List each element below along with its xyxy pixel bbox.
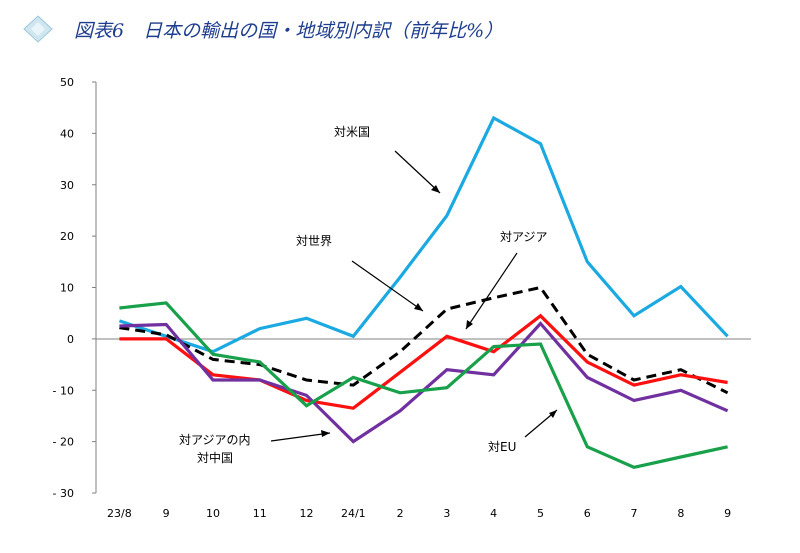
annotation-world-arrow xyxy=(351,260,424,312)
annotation-asia-arrow xyxy=(465,252,518,330)
series-line-3 xyxy=(119,321,729,444)
y-tick-label: - 30 xyxy=(53,487,74,500)
title-diamond-icon xyxy=(23,15,53,43)
x-tick-label: 10 xyxy=(206,507,220,520)
x-tick-label: 7 xyxy=(631,507,638,520)
annotation-asia-arrowhead xyxy=(466,320,473,329)
x-tick-label: 12 xyxy=(300,507,314,520)
y-tick-label: - 20 xyxy=(53,436,74,449)
x-tick-label: 4 xyxy=(490,507,497,520)
x-axis-ticks: 23/8 9 10 11 12 24/1 2 3 4 5 6 7 8 9 xyxy=(107,507,731,520)
x-tick-label: 8 xyxy=(677,507,684,520)
annotation-china-line1: 対アジアの内 xyxy=(179,433,251,447)
annotation-usa-arrow xyxy=(394,150,441,194)
x-tick-label: 5 xyxy=(537,507,544,520)
annotation-layer: 対米国 対世界 対アジア 対アジアの内 対中国 対EU xyxy=(179,125,558,465)
annotation-usa-arrowhead xyxy=(431,185,440,193)
annotation-asia: 対アジア xyxy=(500,230,548,244)
annotation-usa: 対米国 xyxy=(334,125,370,139)
x-tick-label: 11 xyxy=(253,507,267,520)
x-tick-label: 24/1 xyxy=(341,507,366,520)
x-tick-label: 9 xyxy=(163,507,170,520)
annotation-eu: 対EU xyxy=(488,440,516,454)
y-axis-ticks: 50 40 30 20 10 0 - 10 - 20 - 30 xyxy=(53,76,96,500)
chart-title: 図表6 日本の輸出の国・地域別内訳（前年比%） xyxy=(74,20,503,42)
y-tick-label: 10 xyxy=(60,282,74,295)
x-tick-label: 6 xyxy=(584,507,591,520)
y-tick-label: 20 xyxy=(60,230,74,243)
annotation-world: 対世界 xyxy=(296,234,332,248)
series-line-2 xyxy=(119,313,728,410)
annotation-china-arrow xyxy=(270,432,331,442)
x-tick-label: 23/8 xyxy=(107,507,132,520)
annotation-eu-arrowhead xyxy=(549,410,557,418)
x-tick-label: 2 xyxy=(397,507,404,520)
x-tick-label: 9 xyxy=(724,507,731,520)
annotation-china-arrowhead xyxy=(321,430,330,437)
y-tick-label: 40 xyxy=(60,127,74,140)
series-line-0 xyxy=(118,115,729,354)
series-line-4 xyxy=(119,301,728,469)
series-layer xyxy=(118,115,729,469)
y-tick-label: 30 xyxy=(60,179,74,192)
y-tick-label: 50 xyxy=(60,76,74,89)
y-tick-label: - 10 xyxy=(53,384,74,397)
annotation-world-arrowhead xyxy=(414,303,423,311)
y-tick-label: 0 xyxy=(67,333,74,346)
x-tick-label: 3 xyxy=(443,507,450,520)
annotation-china-line2: 対中国 xyxy=(197,450,233,465)
